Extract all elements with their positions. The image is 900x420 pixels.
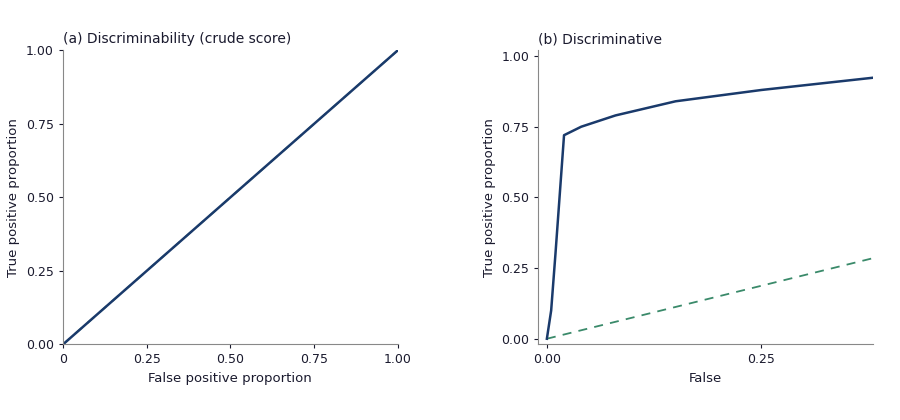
Text: (a) Discriminability (crude score): (a) Discriminability (crude score) — [63, 32, 292, 47]
Text: (b) Discriminative: (b) Discriminative — [538, 32, 662, 47]
X-axis label: False positive proportion: False positive proportion — [148, 372, 312, 385]
X-axis label: False: False — [689, 372, 723, 385]
Y-axis label: True positive proportion: True positive proportion — [7, 118, 21, 277]
Y-axis label: True positive proportion: True positive proportion — [482, 118, 496, 277]
